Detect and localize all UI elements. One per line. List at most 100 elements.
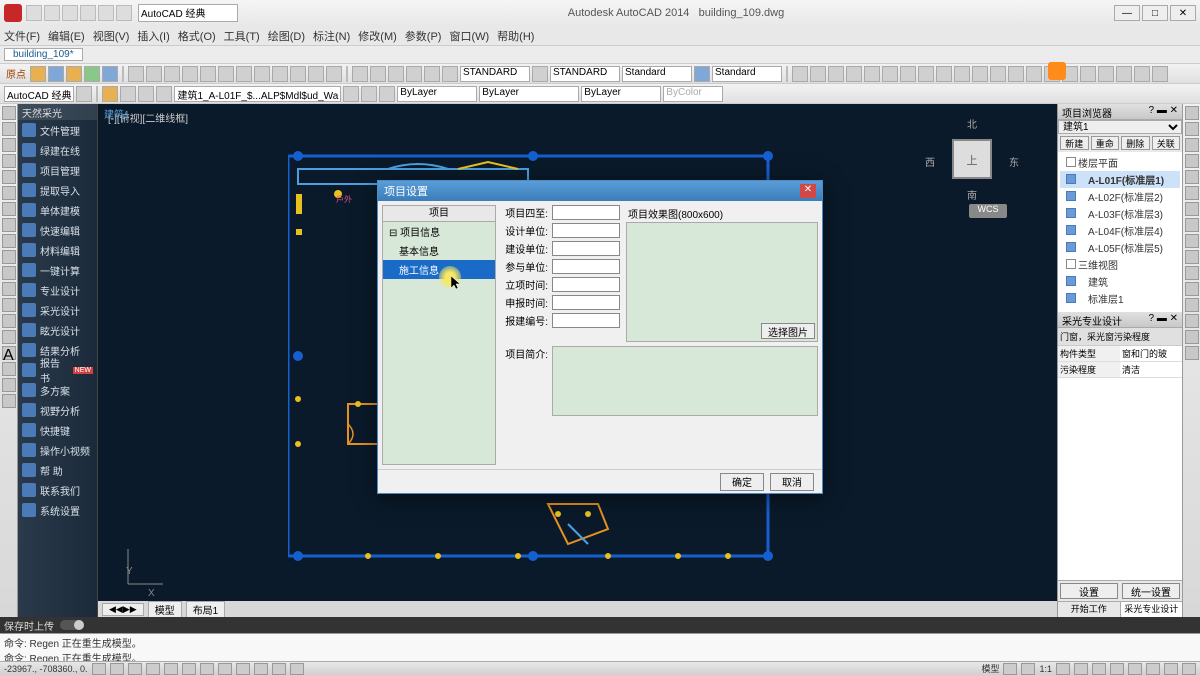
tree-item[interactable]: 建筑 xyxy=(1060,273,1180,290)
property-grid[interactable]: 构件类型窗和门的玻污染程度清洁 xyxy=(1058,346,1182,580)
side-item[interactable]: 操作小视频 xyxy=(18,440,97,460)
status-icon[interactable] xyxy=(1182,663,1196,675)
tool-icon[interactable] xyxy=(2,266,16,280)
tool-icon[interactable] xyxy=(66,66,82,82)
view-cube[interactable]: 上 北 东 南 西 xyxy=(927,114,1017,204)
tool-icon[interactable] xyxy=(308,66,324,82)
side-item[interactable]: 材料编辑 xyxy=(18,240,97,260)
floor-item[interactable]: A-L02F(标准层2) xyxy=(1060,188,1180,205)
side-item[interactable]: 眩光设计 xyxy=(18,320,97,340)
status-icon[interactable] xyxy=(1110,663,1124,675)
tool-icon[interactable] xyxy=(882,66,898,82)
building-select[interactable]: 建筑1 xyxy=(1058,120,1182,134)
tool-icon[interactable] xyxy=(2,378,16,392)
side-item[interactable]: 系统设置 xyxy=(18,500,97,520)
menu-item[interactable]: 编辑(E) xyxy=(48,28,85,44)
wcs-indicator[interactable]: WCS xyxy=(969,204,1007,218)
tool-icon[interactable] xyxy=(2,186,16,200)
floor-tree[interactable]: 楼层平面 A-L01F(标准层1)A-L02F(标准层2)A-L03F(标准层3… xyxy=(1058,152,1182,312)
side-item[interactable]: 专业设计 xyxy=(18,280,97,300)
linetype-combo[interactable]: ByLayer xyxy=(479,86,579,102)
tool-icon[interactable] xyxy=(370,66,386,82)
text-icon[interactable]: A xyxy=(2,346,16,360)
dyn-icon[interactable] xyxy=(218,663,232,675)
tool-icon[interactable] xyxy=(1134,66,1150,82)
tool-icon[interactable] xyxy=(1185,298,1199,312)
layer-icon[interactable] xyxy=(156,86,172,102)
dialog-close-button[interactable]: ✕ xyxy=(800,184,816,198)
field-input[interactable] xyxy=(552,295,620,310)
tool-icon[interactable] xyxy=(810,66,826,82)
tool-icon[interactable] xyxy=(1185,282,1199,296)
floor-item[interactable]: A-L03F(标准层3) xyxy=(1060,205,1180,222)
view-cube-face[interactable]: 上 xyxy=(952,139,992,179)
upload-toggle[interactable] xyxy=(60,620,84,630)
tool-icon[interactable] xyxy=(2,330,16,344)
menu-item[interactable]: 窗口(W) xyxy=(449,28,489,44)
layer-icon[interactable] xyxy=(343,86,359,102)
status-icon[interactable] xyxy=(1021,663,1035,675)
tree-node[interactable]: ⊟ 项目信息 xyxy=(383,222,495,241)
qat-open-icon[interactable] xyxy=(44,5,60,21)
bottom-tab[interactable]: 开始工作 xyxy=(1058,602,1121,617)
tool-icon[interactable] xyxy=(2,218,16,232)
qat-new-icon[interactable] xyxy=(26,5,42,21)
layer-icon[interactable] xyxy=(120,86,136,102)
menu-item[interactable]: 帮助(H) xyxy=(497,28,534,44)
tool-icon[interactable] xyxy=(254,66,270,82)
menu-item[interactable]: 插入(I) xyxy=(137,28,169,44)
tool-icon[interactable] xyxy=(954,66,970,82)
side-item[interactable]: 绿建在线 xyxy=(18,140,97,160)
workspace-combo-2[interactable]: AutoCAD 经典 xyxy=(4,86,74,102)
tool-icon[interactable] xyxy=(1185,314,1199,328)
side-item[interactable]: 视野分析 xyxy=(18,400,97,420)
ducs-icon[interactable] xyxy=(200,663,214,675)
side-item[interactable]: 单体建模 xyxy=(18,200,97,220)
layer-icon[interactable] xyxy=(138,86,154,102)
arc-icon[interactable] xyxy=(2,154,16,168)
layer-combo[interactable]: 建筑1_A-L01F_$...ALP$Mdl$ud_Wa xyxy=(174,86,341,102)
status-icon[interactable] xyxy=(1056,663,1070,675)
menu-item[interactable]: 修改(M) xyxy=(358,28,397,44)
tool-icon[interactable] xyxy=(2,234,16,248)
tab-model[interactable]: 模型 xyxy=(148,601,182,618)
menu-item[interactable]: 工具(T) xyxy=(224,28,260,44)
qp-icon[interactable] xyxy=(272,663,286,675)
panel-controls[interactable]: ? ▬ ✕ xyxy=(1149,105,1179,118)
color-combo[interactable]: ByLayer xyxy=(397,86,477,102)
floor-item[interactable]: A-L01F(标准层1) xyxy=(1060,171,1180,188)
side-item[interactable]: 文件管理 xyxy=(18,120,97,140)
ok-button[interactable]: 确定 xyxy=(720,473,764,491)
browser-button[interactable]: 新建 xyxy=(1060,136,1089,150)
side-item[interactable]: 多方案 xyxy=(18,380,97,400)
tool-icon[interactable] xyxy=(146,66,162,82)
space-label[interactable]: 模型 xyxy=(981,662,999,675)
browser-button[interactable]: 删除 xyxy=(1121,136,1150,150)
polyline-icon[interactable] xyxy=(2,122,16,136)
tool-icon[interactable] xyxy=(1152,66,1168,82)
layer-icon[interactable] xyxy=(361,86,377,102)
mirror-icon[interactable] xyxy=(1185,154,1199,168)
side-item[interactable]: 报告书 xyxy=(18,360,97,380)
menu-item[interactable]: 标注(N) xyxy=(313,28,350,44)
bottom-tab[interactable]: 采光专业设计 xyxy=(1121,602,1183,617)
tool-icon[interactable] xyxy=(200,66,216,82)
unify-settings-button[interactable]: 统一设置 xyxy=(1122,583,1180,599)
tool-icon[interactable] xyxy=(182,66,198,82)
close-button[interactable]: ✕ xyxy=(1170,5,1196,21)
field-input[interactable] xyxy=(552,259,620,274)
tool-icon[interactable] xyxy=(290,66,306,82)
tool-icon[interactable] xyxy=(990,66,1006,82)
floor-item[interactable]: A-L04F(标准层4) xyxy=(1060,222,1180,239)
tool-icon[interactable] xyxy=(1026,66,1042,82)
tool-icon[interactable] xyxy=(2,282,16,296)
side-item[interactable]: 一键计算 xyxy=(18,260,97,280)
dialog-tree[interactable]: 项目 ⊟ 项目信息 基本信息 施工信息 xyxy=(382,205,496,465)
tool-icon[interactable] xyxy=(388,66,404,82)
rotate-icon[interactable] xyxy=(1185,138,1199,152)
tool-icon[interactable] xyxy=(1185,266,1199,280)
tool-icon[interactable] xyxy=(1116,66,1132,82)
qat-save-icon[interactable] xyxy=(62,5,78,21)
tool-icon[interactable] xyxy=(2,314,16,328)
tool-icon[interactable] xyxy=(218,66,234,82)
